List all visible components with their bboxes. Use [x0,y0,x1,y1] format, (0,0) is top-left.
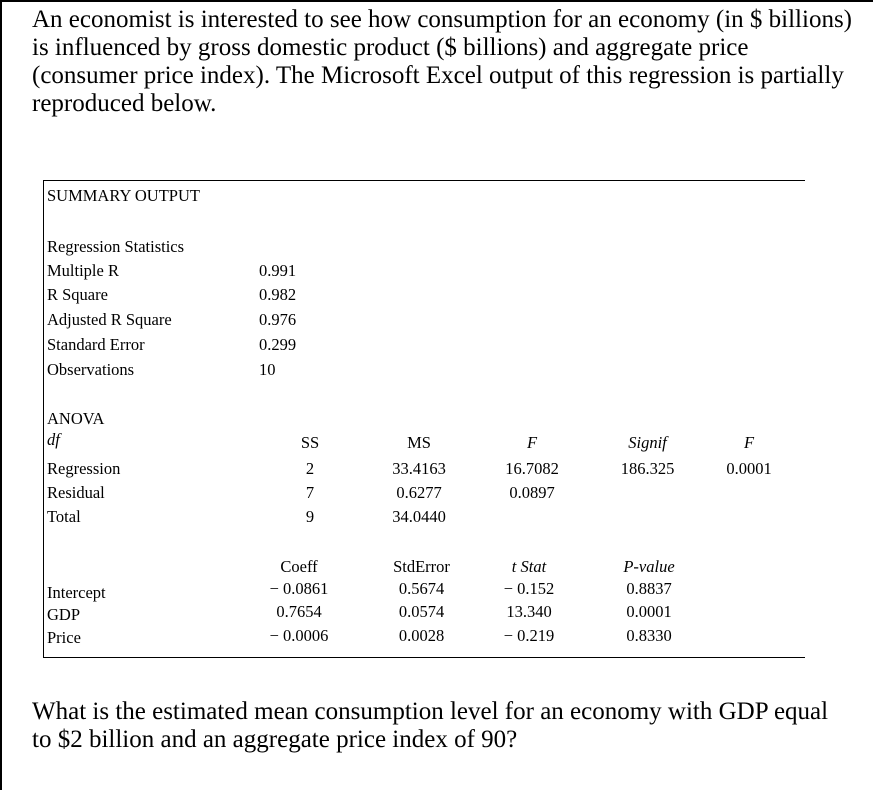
anova-header-signif: Signif [628,433,667,452]
question-paragraph: What is the estimated mean consumption l… [32,698,852,754]
intro-text: An economist is interested to see how co… [32,6,852,117]
coef-header-coeff: Coeff [280,557,318,576]
anova-header-f: F [526,433,538,452]
excel-summary-output: SUMMARY OUTPUT Regression Statistics Mul… [43,180,805,658]
coef-cell: 0.8837 [626,579,672,598]
coef-cell: − 0.152 [503,579,555,598]
coef-cell: 0.8330 [626,626,672,645]
coef-header-stderror: StdError [393,557,450,576]
anova-header-ms: MS [407,433,431,452]
reg-stats-heading: Regression Statistics [47,237,185,256]
reg-stat-label: Multiple R [47,261,119,280]
anova-cell: 186.325 [620,459,675,478]
coef-cell: − 0.0006 [269,626,329,645]
anova-row-label: Residual [47,483,105,502]
coef-cell: 13.340 [506,602,552,621]
coef-header-tstat: t Stat [511,557,547,576]
summary-title: SUMMARY OUTPUT [47,186,200,205]
anova-header-f2: F [743,433,755,452]
anova-cell: 33.4163 [392,459,446,478]
coef-cell: − 0.0861 [269,579,329,598]
anova-header-ss: SS [300,433,320,452]
anova-heading: ANOVA [47,409,105,428]
anova-row-label: Regression [47,459,121,478]
anova-cell: 0.0897 [509,483,555,502]
coef-cell: 0.7654 [276,602,322,621]
intro-paragraph: An economist is interested to see how co… [32,6,852,118]
anova-cell: 34.0440 [392,507,446,526]
coef-cell: 0.0001 [626,602,672,621]
reg-stat-value: 0.976 [259,310,297,329]
reg-stat-value: 0.991 [259,261,297,280]
coef-row-label: Price [47,628,81,647]
anova-cell: 0.0001 [726,459,772,478]
coef-cell: 0.0574 [398,602,445,621]
reg-stat-label: Adjusted R Square [47,310,172,329]
reg-stat-label: Standard Error [47,335,145,354]
coef-cell: − 0.219 [503,626,555,645]
anova-cell: 2 [305,459,315,478]
reg-stat-value: 10 [259,360,276,379]
coef-cell: 0.5674 [398,579,445,598]
anova-cell: 16.7082 [505,459,559,478]
coef-row-label: Intercept [47,583,106,602]
coef-header-pvalue: P-value [623,557,675,576]
reg-stat-value: 0.982 [259,285,297,304]
question-text: What is the estimated mean consumption l… [32,698,829,753]
coef-cell: 0.0028 [398,626,445,645]
coef-row-label: GDP [47,605,81,624]
reg-stat-label: Observations [47,360,135,379]
reg-stat-label: R Square [47,285,108,304]
anova-row-label: Total [47,507,81,526]
anova-cell: 9 [305,507,315,526]
reg-stat-value: 0.299 [259,335,297,354]
anova-cell: 0.6277 [396,483,442,502]
anova-header-df: df [47,430,60,449]
anova-cell: 7 [305,483,315,502]
